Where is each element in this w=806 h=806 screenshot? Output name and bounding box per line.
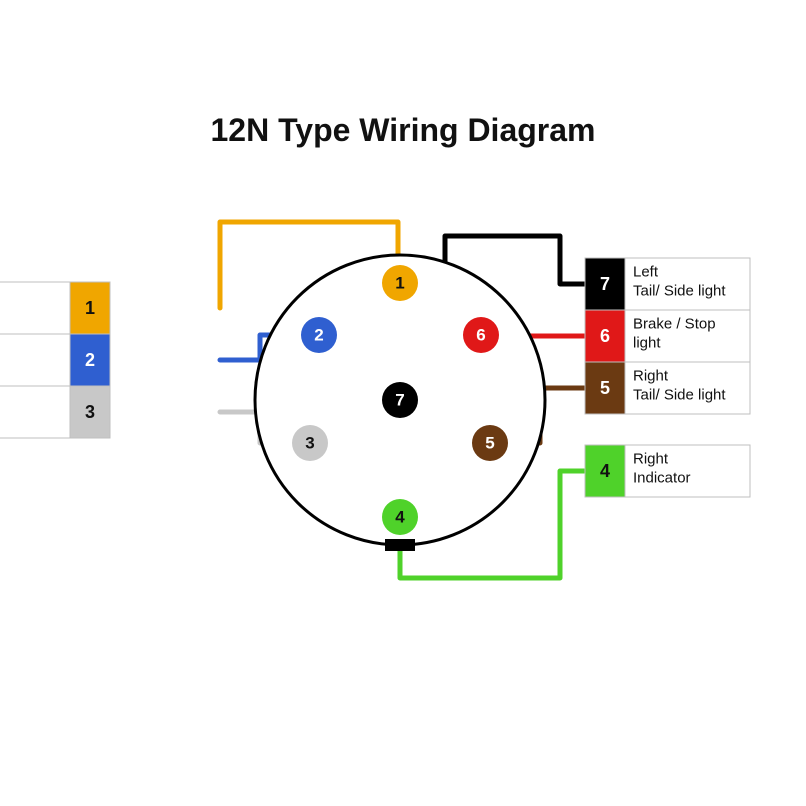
left-legend: 1Left HandIndicator2FogLight3Earth — [0, 282, 110, 438]
pin-label-3: 3 — [305, 434, 314, 453]
right-legend-num: 7 — [600, 274, 610, 294]
left-legend-cell — [0, 282, 70, 334]
right-legend-label: Indicator — [633, 469, 691, 486]
right-legend-label: Right — [633, 367, 669, 384]
right-legend-label: Right — [633, 450, 669, 467]
right-legend: 7 Left Tail/ Side light 6 Brake / Stop light 5… — [585, 258, 750, 497]
pin-label-6: 6 — [476, 326, 485, 345]
left-legend-cell — [0, 334, 70, 386]
right-legend-label: light — [633, 334, 661, 351]
pin-label-4: 4 — [395, 508, 405, 527]
pin-label-5: 5 — [485, 434, 494, 453]
connector-key-notch — [385, 539, 415, 551]
pin-label-2: 2 — [314, 326, 323, 345]
right-legend-num: 5 — [600, 378, 610, 398]
left-legend-num: 1 — [85, 298, 95, 318]
left-legend-cell — [0, 386, 70, 438]
right-legend-label: Brake / Stop — [633, 315, 716, 332]
wiring-svg: 1 2 3 4 5 6 7 1Left HandIndicator2FogLight3Eart… — [0, 0, 806, 806]
right-legend-label: Left — [633, 263, 659, 280]
right-legend-label: Tail/ Side light — [633, 282, 726, 299]
left-legend-num: 2 — [85, 350, 95, 370]
pin-label-1: 1 — [395, 274, 404, 293]
right-legend-label: Tail/ Side light — [633, 386, 726, 403]
right-legend-num: 4 — [600, 461, 610, 481]
right-legend-num: 6 — [600, 326, 610, 346]
diagram-stage: 12N Type Wiring Diagram 12345671Left Han… — [0, 0, 806, 806]
left-legend-num: 3 — [85, 402, 95, 422]
pin-label-7: 7 — [395, 391, 404, 410]
